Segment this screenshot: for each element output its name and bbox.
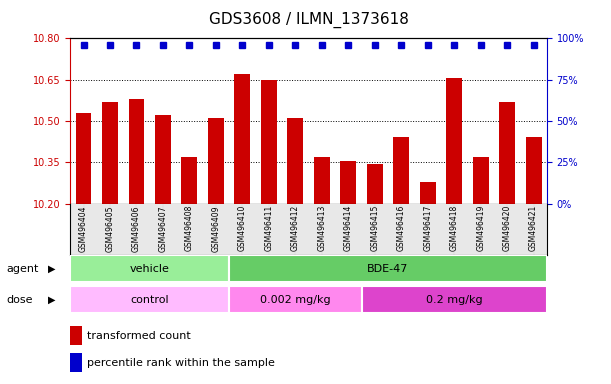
Bar [362,286,547,313]
Text: GSM496413: GSM496413 [317,205,326,252]
Bar [393,137,409,204]
Bar [70,255,229,282]
Text: GSM496410: GSM496410 [238,205,247,252]
Text: GSM496416: GSM496416 [397,205,406,252]
Text: GSM496419: GSM496419 [476,205,485,252]
Text: agent: agent [6,264,38,274]
Bar [261,80,277,204]
Text: GSM496421: GSM496421 [529,205,538,251]
Text: GSM496409: GSM496409 [211,205,221,252]
Text: control: control [130,295,169,305]
Text: GSM496417: GSM496417 [423,205,432,252]
Text: transformed count: transformed count [87,331,191,341]
Text: GSM496420: GSM496420 [503,205,511,252]
Bar [287,118,303,204]
Bar [229,255,547,282]
Text: GSM496404: GSM496404 [79,205,88,252]
Text: percentile rank within the sample: percentile rank within the sample [87,358,275,368]
Text: 0.002 mg/kg: 0.002 mg/kg [260,295,331,305]
Bar [70,353,82,372]
Bar [340,161,356,204]
Bar [525,137,541,204]
Bar [128,99,144,204]
Bar [235,74,251,204]
Bar [446,78,462,204]
Bar [70,286,229,313]
Bar [155,116,171,204]
Text: ▶: ▶ [48,264,56,274]
Bar [420,182,436,204]
Bar [367,164,382,204]
Bar [473,157,489,204]
Bar [208,118,224,204]
Bar [499,102,515,204]
Text: GSM496418: GSM496418 [450,205,459,251]
Bar [314,157,330,204]
Text: GDS3608 / ILMN_1373618: GDS3608 / ILMN_1373618 [208,12,409,28]
Text: GSM496414: GSM496414 [344,205,353,252]
Text: ▶: ▶ [48,295,56,305]
Text: GSM496405: GSM496405 [106,205,114,252]
Bar [102,102,118,204]
Text: GSM496408: GSM496408 [185,205,194,252]
Bar [229,286,362,313]
Text: GSM496411: GSM496411 [265,205,273,251]
Text: GSM496415: GSM496415 [370,205,379,252]
Bar [70,326,82,345]
Text: GSM496407: GSM496407 [158,205,167,252]
Bar [76,113,92,204]
Text: BDE-47: BDE-47 [367,264,409,274]
Text: dose: dose [6,295,32,305]
Text: GSM496406: GSM496406 [132,205,141,252]
Text: vehicle: vehicle [130,264,170,274]
Bar [181,157,197,204]
Text: GSM496412: GSM496412 [291,205,300,251]
Text: 0.2 mg/kg: 0.2 mg/kg [426,295,483,305]
